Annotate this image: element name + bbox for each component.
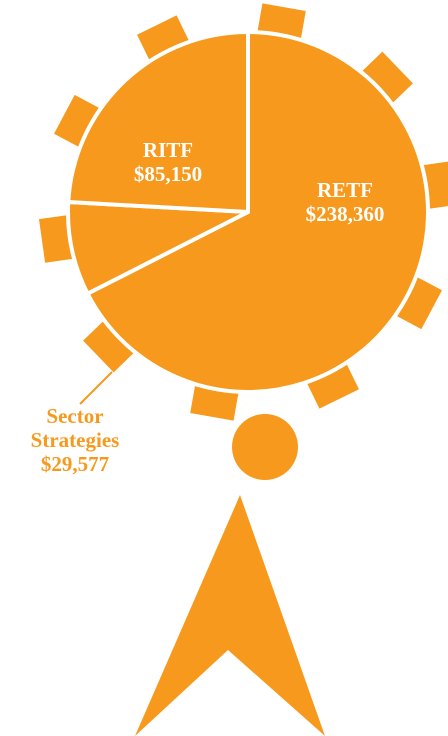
slice-value: $238,360 bbox=[305, 202, 385, 226]
gear-tooth bbox=[83, 312, 143, 373]
slice-label: RITF $85,150 bbox=[134, 138, 202, 186]
slice-name: RETF bbox=[316, 178, 373, 202]
slice-label: RETF $238,360 bbox=[306, 178, 385, 226]
slice-label: Sector Strategies $29,577 bbox=[20, 404, 130, 476]
pie-slice bbox=[66, 30, 250, 214]
leader-line bbox=[79, 371, 113, 405]
pie-slice bbox=[85, 30, 430, 394]
person-body bbox=[135, 495, 325, 736]
slice-value: $29,577 bbox=[40, 452, 110, 476]
slice-name: Sector Strategies bbox=[30, 404, 120, 452]
pie bbox=[66, 30, 430, 394]
slice-value: $85,150 bbox=[133, 162, 203, 186]
slice-name: RITF bbox=[142, 138, 194, 162]
gear-tooth bbox=[353, 51, 413, 112]
person-head bbox=[232, 414, 298, 480]
